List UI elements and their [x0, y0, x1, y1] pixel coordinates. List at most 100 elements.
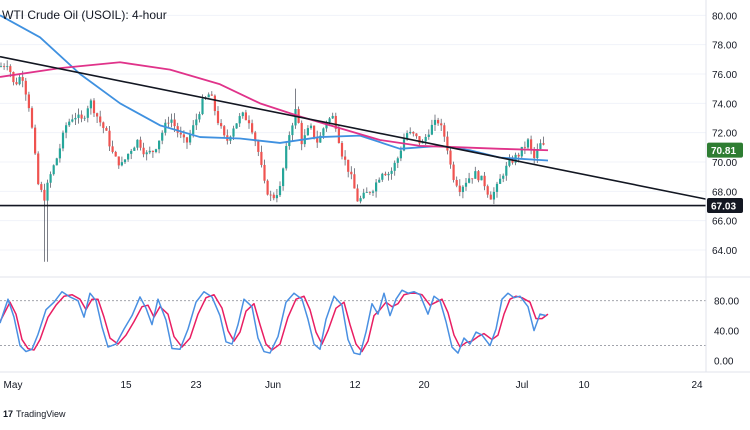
last-price-badge-label: 70.81 [711, 146, 736, 157]
bearish-candle [111, 146, 114, 152]
bearish-candle [21, 77, 24, 81]
bearish-candle [418, 136, 421, 144]
bearish-candle [213, 95, 216, 112]
bearish-candle [244, 112, 247, 121]
time-tick-label: 23 [190, 380, 202, 391]
bullish-candle [390, 170, 393, 174]
bullish-candle [127, 153, 130, 160]
bearish-candle [220, 123, 223, 127]
bearish-candle [40, 184, 43, 190]
bullish-candle [359, 198, 362, 202]
bullish-candle [309, 125, 313, 129]
bullish-candle [285, 146, 288, 169]
bullish-candle [468, 178, 471, 183]
bullish-candle [158, 140, 161, 150]
time-tick-label: Jun [265, 380, 281, 391]
bearish-candle [254, 132, 257, 142]
bearish-candle [247, 120, 251, 124]
bearish-candle [24, 80, 27, 95]
bullish-candle [474, 171, 477, 179]
bullish-candle [145, 152, 148, 155]
bullish-candle [505, 165, 508, 176]
bearish-candle [30, 108, 34, 128]
bullish-candle [18, 77, 21, 85]
bearish-candle [96, 113, 99, 117]
bullish-candle [393, 162, 396, 171]
bearish-candle [176, 126, 179, 133]
time-tick-label: 20 [418, 380, 430, 391]
bearish-candle [471, 178, 474, 180]
bearish-candle [263, 164, 266, 181]
bullish-candle [52, 165, 55, 175]
bullish-candle [198, 114, 201, 120]
bullish-candle [328, 118, 331, 123]
bearish-candle [102, 122, 105, 128]
bearish-candle [223, 126, 226, 136]
price-badges: 70.81 67.03 [707, 142, 743, 214]
bullish-candle [241, 112, 244, 117]
bullish-candle [492, 191, 495, 200]
bearish-candle [266, 180, 269, 195]
bearish-candle [455, 179, 458, 186]
bullish-candle [430, 124, 433, 135]
bullish-candle [536, 148, 539, 159]
bullish-candle [526, 139, 530, 148]
bearish-candle [542, 143, 545, 145]
bearish-candle [458, 185, 461, 193]
bullish-candle [396, 158, 399, 163]
bullish-candle [123, 159, 127, 163]
chart-title: WTI Crude Oil (USOIL): 4-hour [2, 8, 167, 22]
bullish-candle [409, 131, 412, 134]
sma-fast-line [0, 14, 549, 162]
time-tick-label: 15 [120, 380, 132, 391]
bearish-candle [477, 171, 480, 181]
bearish-candle [105, 127, 108, 131]
bullish-candle [0, 66, 3, 67]
bullish-candle [68, 121, 71, 126]
price-axis[interactable]: 80.00 78.00 76.00 74.00 72.00 70.00 68.00 66.00… [712, 11, 737, 257]
stochastic-axis[interactable]: 80.00 40.00 0.00 [714, 297, 739, 368]
bullish-candle [381, 173, 384, 180]
bullish-candle [46, 182, 49, 201]
price-tick-label: 64.00 [712, 246, 737, 257]
bullish-candle [508, 160, 511, 166]
bearish-candle [182, 134, 185, 138]
bearish-candle [12, 71, 15, 83]
price-tick-label: 76.00 [712, 70, 737, 81]
bearish-candle [316, 137, 319, 143]
bullish-candle [288, 135, 291, 147]
bullish-candle [399, 150, 402, 159]
bearish-candle [533, 148, 536, 159]
bearish-candle [142, 147, 145, 155]
bearish-candle [347, 159, 350, 172]
bullish-candle [148, 150, 151, 153]
tradingview-wordmark: TradingView [16, 409, 66, 419]
bullish-candle [207, 94, 210, 98]
bullish-candle [130, 150, 133, 154]
bullish-candle [499, 178, 502, 184]
bearish-candle [443, 125, 446, 137]
bullish-candle [58, 148, 61, 159]
bullish-candle [278, 186, 282, 196]
bullish-candle [61, 132, 65, 149]
last-price-badge [707, 142, 743, 158]
bearish-candle [452, 164, 455, 180]
bearish-candle [300, 122, 303, 145]
bullish-candle [195, 119, 198, 126]
time-axis[interactable]: May 15 23 Jun 12 20 Jul 10 24 [0, 0, 750, 391]
bearish-candle [269, 194, 272, 196]
bearish-candle [179, 132, 182, 135]
bullish-candle [322, 128, 325, 136]
bearish-candle [80, 114, 83, 119]
bearish-candle [216, 111, 220, 124]
bullish-candle [49, 174, 52, 183]
bearish-candle [99, 116, 102, 123]
bearish-candle [15, 82, 18, 85]
bullish-candle [325, 122, 328, 129]
price-tick-label: 68.00 [712, 187, 737, 198]
stochastic-tick-label: 80.00 [714, 297, 739, 308]
bearish-candle [92, 100, 96, 114]
bullish-candle [424, 136, 427, 142]
bearish-candle [440, 123, 443, 126]
